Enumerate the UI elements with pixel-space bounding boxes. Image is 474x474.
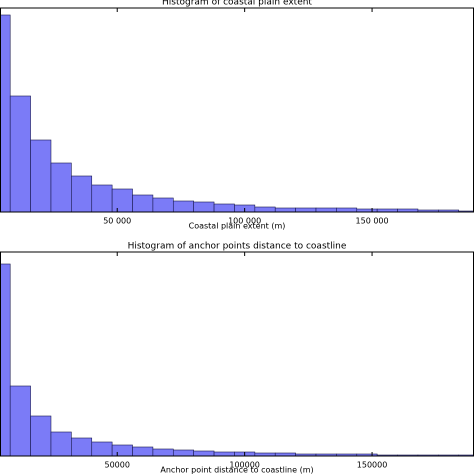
x-tick-label: 100000: [229, 461, 260, 470]
bar: [193, 450, 215, 456]
bar: [30, 415, 52, 456]
bar: [50, 431, 72, 456]
bar: [172, 449, 194, 456]
axes-frame: [0, 251, 474, 457]
x-tick-label: 150000: [357, 461, 388, 470]
bar: [0, 263, 11, 456]
bar: [254, 206, 276, 212]
bar: [295, 207, 317, 212]
bar: [274, 207, 296, 212]
bar: [111, 188, 133, 212]
x-axis-label: Coastal plain extent (m): [189, 222, 286, 231]
bar: [9, 385, 31, 456]
bar: [91, 184, 113, 212]
bar: [50, 162, 72, 212]
bar: [111, 444, 133, 456]
bar: [30, 139, 52, 212]
bars: [0, 263, 474, 456]
bar: [0, 14, 11, 212]
bar: [9, 95, 31, 212]
bar: [315, 207, 337, 212]
bar: [336, 207, 358, 212]
bar: [132, 446, 154, 456]
bar: [71, 175, 93, 212]
bar: [152, 197, 174, 212]
bar: [132, 194, 154, 212]
x-tick-label: 50 000: [103, 217, 131, 226]
x-tick-label: 100 000: [228, 217, 261, 226]
bar: [91, 441, 113, 456]
x-tick-label: 150 000: [356, 217, 389, 226]
chart-title: Histogram of anchor points distance to c…: [128, 242, 347, 252]
chart-title: Histogram of coastal plain extent: [162, 0, 312, 8]
x-tick-label: 50000: [104, 461, 129, 470]
bar: [152, 448, 174, 456]
bar: [172, 200, 194, 212]
bar: [71, 437, 93, 456]
bar: [213, 203, 235, 212]
bars: [0, 14, 474, 212]
bar: [193, 201, 215, 212]
x-axis-label: Anchor point distance to coastline (m): [160, 466, 313, 474]
bar: [213, 451, 235, 456]
